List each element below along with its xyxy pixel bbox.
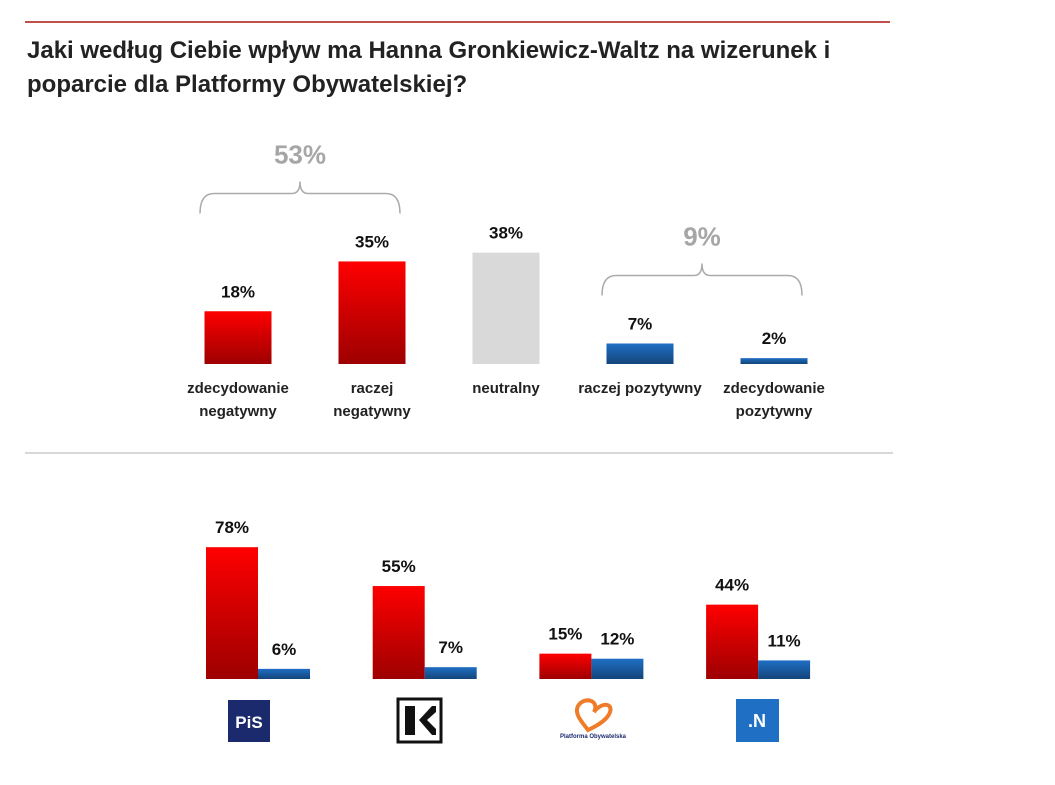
value-label: 18% bbox=[221, 282, 255, 301]
value-label: 2% bbox=[762, 329, 787, 348]
category-label: neutralny bbox=[472, 380, 540, 397]
value-label: 7% bbox=[438, 638, 463, 657]
category-label: zdecydowanie pozytywny bbox=[723, 380, 825, 420]
bracket bbox=[199, 181, 401, 214]
value-label: 15% bbox=[548, 625, 582, 644]
value-label: 35% bbox=[355, 232, 389, 251]
value-label: 6% bbox=[272, 640, 297, 659]
bar bbox=[758, 660, 811, 679]
category-label: zdecydowanie negatywny bbox=[187, 380, 289, 420]
bar bbox=[258, 668, 310, 679]
n-logo bbox=[736, 699, 779, 742]
bracket-label: 53% bbox=[274, 139, 326, 169]
category-label: PiS bbox=[235, 713, 262, 732]
value-label: 11% bbox=[768, 631, 801, 650]
category-label: .N bbox=[748, 711, 766, 731]
pis-logo bbox=[228, 700, 270, 742]
bar bbox=[606, 343, 674, 364]
category-label: raczej negatywny bbox=[333, 380, 411, 420]
bar bbox=[424, 667, 477, 679]
category-label: raczej pozytywny bbox=[578, 380, 702, 397]
kukiz-mark bbox=[405, 706, 436, 735]
bar bbox=[591, 658, 644, 679]
bar bbox=[204, 311, 272, 364]
value-label: 44% bbox=[715, 576, 749, 595]
po-logo bbox=[575, 698, 613, 733]
bar bbox=[338, 261, 406, 364]
bar bbox=[706, 604, 759, 679]
category-label: Platforma Obywatelska bbox=[560, 734, 627, 740]
value-label: 55% bbox=[382, 557, 416, 576]
title: Jaki według Ciebie wpływ ma Hanna Gronki… bbox=[27, 37, 831, 98]
value-label: 7% bbox=[628, 314, 653, 333]
bracket bbox=[601, 263, 803, 296]
bracket-label: 9% bbox=[683, 221, 721, 251]
value-label: 12% bbox=[600, 630, 634, 649]
bar bbox=[472, 252, 540, 364]
bar bbox=[372, 586, 425, 679]
value-label: 78% bbox=[215, 518, 249, 537]
bar bbox=[206, 547, 258, 679]
bar bbox=[539, 653, 592, 679]
bar bbox=[740, 358, 808, 364]
value-label: 38% bbox=[489, 224, 523, 243]
